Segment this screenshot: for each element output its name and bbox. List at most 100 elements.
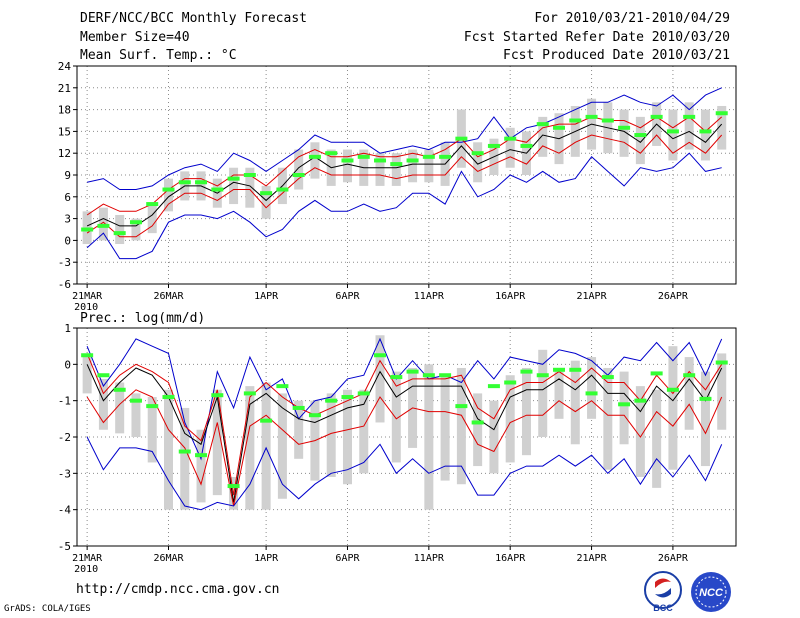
observed-marker — [553, 125, 566, 130]
ensemble-box — [212, 389, 222, 496]
observed-marker — [243, 391, 256, 396]
ensemble-box — [521, 367, 531, 456]
observed-marker — [601, 375, 614, 380]
observed-marker — [178, 449, 191, 454]
ensemble-box — [440, 375, 450, 481]
y-tick-label: -2 — [58, 431, 71, 444]
y-tick-label: 3 — [64, 213, 71, 226]
ensemble-box — [684, 357, 694, 430]
upper-spread-line — [86, 353, 723, 496]
ensemble-mean-line — [86, 123, 723, 227]
y-tick-label: -6 — [58, 278, 71, 291]
observed-marker — [471, 151, 484, 156]
observed-marker — [487, 384, 500, 389]
y-tick-label: 9 — [64, 169, 71, 182]
ensemble-box — [473, 393, 483, 467]
ensemble-box — [229, 167, 239, 205]
observed-marker — [113, 387, 126, 392]
observed-marker — [504, 380, 517, 385]
observed-marker — [243, 173, 256, 177]
ensemble-box — [147, 204, 157, 234]
x-tick-label: 11APR — [414, 553, 445, 564]
observed-marker — [113, 231, 126, 236]
y-tick-label: -1 — [58, 395, 71, 408]
x-tick-year-label: 2010 — [74, 564, 98, 575]
observed-marker — [146, 202, 159, 207]
observed-marker — [666, 387, 679, 392]
website-url[interactable]: http://cmdp.ncc.cma.gov.cn — [76, 582, 280, 597]
observed-marker — [195, 180, 208, 185]
ensemble-box — [310, 142, 320, 179]
fcst-produced-date: Fcst Produced Date 2010/03/21 — [503, 48, 730, 63]
ensemble-box — [700, 109, 710, 161]
observed-marker — [471, 420, 484, 425]
observed-marker — [634, 398, 647, 403]
ensemble-box — [163, 178, 173, 212]
y-tick-label: 1 — [64, 322, 71, 335]
ensemble-box — [342, 149, 352, 183]
ncc-logo-text: NCC — [699, 587, 724, 599]
precip-panel-title: Prec.: log(mm/d) — [80, 311, 205, 326]
ensemble-box — [131, 393, 141, 437]
observed-marker — [341, 395, 354, 400]
observed-marker — [699, 129, 712, 134]
ensemble-box — [294, 400, 304, 459]
ensemble-box — [115, 382, 125, 434]
ensemble-box — [163, 389, 173, 510]
observed-marker — [536, 373, 549, 378]
observed-marker — [81, 353, 94, 358]
observed-marker — [536, 122, 549, 127]
ensemble-box — [489, 400, 499, 474]
ensemble-box — [668, 109, 678, 161]
valid-period: For 2010/03/21-2010/04/29 — [534, 11, 730, 26]
observed-marker — [292, 173, 305, 177]
observed-marker — [683, 114, 696, 119]
observed-marker — [129, 398, 142, 403]
observed-marker — [585, 114, 598, 119]
observed-marker — [260, 191, 273, 196]
observed-marker — [618, 402, 631, 407]
lower-spread-line — [86, 134, 723, 238]
ensemble-box — [603, 367, 613, 470]
observed-marker — [374, 158, 387, 163]
observed-marker — [406, 369, 419, 374]
observed-marker — [325, 151, 338, 156]
ensemble-box — [147, 397, 157, 463]
observed-marker — [520, 143, 533, 148]
observed-marker — [146, 404, 159, 409]
ensemble-max-line — [86, 87, 722, 190]
x-tick-label: 6APR — [335, 553, 360, 564]
ensemble-box — [98, 378, 108, 430]
ensemble-box — [261, 382, 271, 510]
ensemble-box — [82, 353, 92, 394]
observed-marker — [227, 484, 240, 489]
x-tick-label: 21MAR — [72, 553, 103, 564]
member-size-label: Member Size=40 — [80, 30, 190, 45]
ensemble-box — [277, 393, 287, 499]
observed-marker — [195, 453, 208, 458]
observed-marker — [422, 154, 435, 159]
observed-marker — [308, 154, 321, 159]
observed-marker — [276, 384, 289, 389]
x-tick-label: 26MAR — [153, 291, 184, 302]
observed-marker — [374, 353, 387, 358]
ensemble-box — [717, 105, 727, 150]
observed-marker — [601, 118, 614, 123]
observed-marker — [487, 143, 500, 148]
observed-marker — [699, 396, 712, 401]
variable-label: Mean Surf. Temp.: °C — [80, 48, 237, 63]
ensemble-box — [294, 149, 304, 190]
observed-marker — [211, 393, 224, 398]
y-tick-label: -5 — [58, 540, 71, 553]
observed-marker — [569, 367, 582, 372]
y-tick-label: 21 — [58, 82, 71, 95]
observed-marker — [341, 158, 354, 163]
ensemble-box — [196, 429, 206, 503]
observed-marker — [650, 114, 663, 119]
ensemble-box — [408, 149, 418, 183]
ensemble-box — [554, 371, 564, 419]
ensemble-box — [635, 386, 645, 477]
ensemble-box — [375, 153, 385, 186]
observed-marker — [97, 373, 110, 378]
